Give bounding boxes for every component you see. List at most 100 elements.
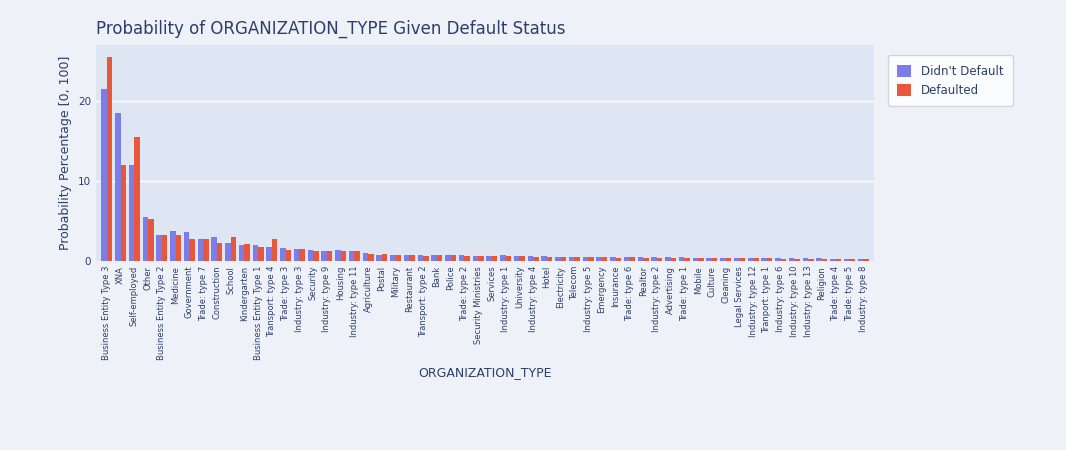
Bar — [629, 257, 635, 261]
Bar — [817, 258, 822, 261]
Bar — [148, 220, 154, 261]
Bar — [418, 255, 423, 261]
Bar — [596, 257, 602, 261]
Bar — [230, 237, 237, 261]
X-axis label: ORGANIZATION_TYPE: ORGANIZATION_TYPE — [418, 366, 552, 379]
Bar — [134, 137, 140, 261]
Bar — [266, 247, 272, 261]
Bar — [216, 243, 223, 261]
Bar — [616, 258, 621, 261]
Bar — [803, 258, 808, 261]
Bar — [211, 237, 216, 261]
Bar — [514, 256, 519, 261]
Bar — [808, 259, 813, 261]
Bar — [244, 244, 249, 261]
Bar — [176, 235, 181, 261]
Bar — [143, 217, 148, 261]
Bar — [561, 257, 566, 261]
Bar — [657, 258, 662, 261]
Bar — [239, 245, 244, 261]
Bar — [602, 257, 608, 261]
Bar — [651, 257, 657, 261]
Bar — [500, 256, 505, 261]
Bar — [349, 251, 354, 261]
Bar — [794, 259, 800, 261]
Bar — [362, 253, 368, 261]
Bar — [637, 257, 643, 261]
Bar — [569, 257, 575, 261]
Legend: Didn't Default, Defaulted: Didn't Default, Defaulted — [888, 55, 1013, 106]
Bar — [754, 258, 759, 261]
Bar — [129, 165, 134, 261]
Bar — [726, 258, 731, 261]
Bar — [390, 256, 395, 261]
Bar — [747, 258, 754, 261]
Bar — [472, 256, 479, 261]
Bar — [253, 245, 258, 261]
Bar — [322, 251, 327, 261]
Bar — [844, 259, 850, 261]
Bar — [491, 256, 498, 261]
Bar — [404, 255, 409, 261]
Bar — [341, 252, 346, 261]
Bar — [766, 258, 773, 261]
Bar — [761, 258, 766, 261]
Bar — [542, 256, 547, 261]
Bar — [575, 257, 580, 261]
Bar — [643, 258, 648, 261]
Bar — [354, 252, 360, 261]
Bar — [836, 259, 841, 261]
Bar — [458, 256, 465, 261]
Bar — [286, 250, 291, 261]
Bar — [588, 257, 594, 261]
Bar — [555, 256, 561, 261]
Bar — [162, 235, 167, 261]
Bar — [830, 259, 836, 261]
Bar — [171, 231, 176, 261]
Bar — [368, 254, 374, 261]
Bar — [197, 238, 204, 261]
Bar — [395, 255, 401, 261]
Bar — [707, 258, 712, 261]
Bar — [184, 232, 190, 261]
Bar — [528, 256, 533, 261]
Bar — [446, 255, 451, 261]
Bar — [308, 250, 313, 261]
Bar — [789, 258, 794, 261]
Bar — [300, 249, 305, 261]
Bar — [432, 256, 437, 261]
Bar — [721, 258, 726, 261]
Bar — [120, 165, 126, 261]
Bar — [451, 256, 456, 261]
Bar — [157, 234, 162, 261]
Bar — [107, 57, 112, 261]
Bar — [258, 248, 263, 261]
Bar — [698, 258, 704, 261]
Bar — [610, 257, 616, 261]
Bar — [423, 256, 429, 261]
Bar — [294, 249, 300, 261]
Bar — [850, 259, 855, 261]
Bar — [204, 238, 209, 261]
Bar — [280, 248, 286, 261]
Bar — [624, 257, 629, 261]
Bar — [376, 255, 382, 261]
Bar — [225, 243, 230, 261]
Bar — [327, 252, 333, 261]
Bar — [780, 259, 786, 261]
Bar — [437, 256, 442, 261]
Bar — [313, 251, 319, 261]
Bar — [505, 256, 512, 261]
Y-axis label: Probability Percentage [0, 100]: Probability Percentage [0, 100] — [60, 56, 72, 250]
Bar — [190, 238, 195, 261]
Bar — [272, 238, 277, 261]
Bar — [533, 257, 538, 261]
Bar — [693, 258, 698, 261]
Bar — [335, 250, 341, 261]
Bar — [775, 258, 780, 261]
Bar — [740, 258, 745, 261]
Bar — [665, 257, 671, 261]
Bar — [733, 258, 740, 261]
Bar — [712, 258, 717, 261]
Bar — [115, 113, 120, 261]
